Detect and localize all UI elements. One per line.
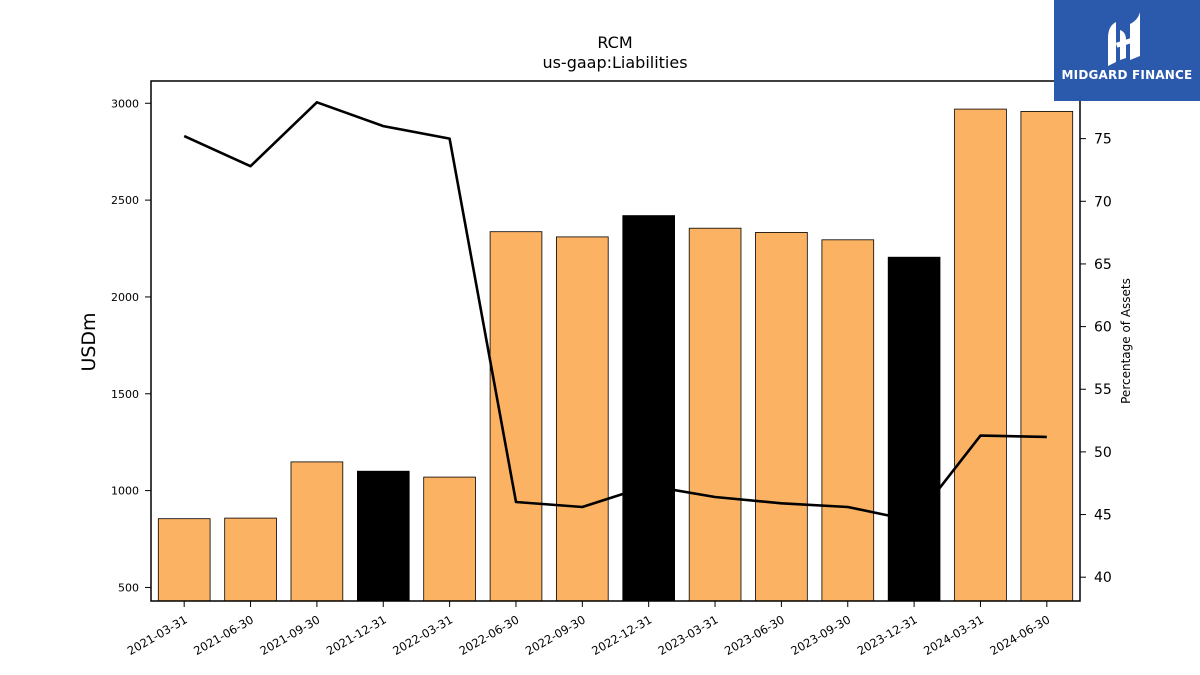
y2-tick-label: 60 — [1094, 320, 1112, 336]
x-tick-label: 2021-06-30 — [191, 612, 256, 658]
y-tick-label: 1000 — [111, 485, 139, 498]
x-tick-label: 2023-03-31 — [656, 612, 721, 658]
chart-title: RCM — [597, 33, 632, 52]
x-tick-label: 2023-06-30 — [722, 612, 787, 658]
y2-tick-label: 70 — [1094, 194, 1112, 210]
y2-axis-label: Percentage of Assets — [1119, 278, 1133, 404]
x-tick-label: 2021-09-30 — [258, 612, 323, 658]
bar-2024-03-31 — [954, 108, 1007, 602]
y-tick-label: 2000 — [111, 291, 139, 304]
bar-2022-12-31 — [622, 215, 675, 602]
x-tick-label: 2022-12-31 — [589, 612, 654, 658]
bar-2024-06-30 — [1020, 111, 1074, 602]
bar-2021-12-31 — [356, 470, 410, 602]
x-tick-label: 2024-03-31 — [921, 612, 986, 658]
bar-2022-09-30 — [556, 236, 609, 602]
y2-tick-label: 75 — [1094, 132, 1112, 148]
x-tick-label: 2024-06-30 — [987, 612, 1052, 658]
bar-2023-03-31 — [688, 227, 742, 602]
y2-tick-label: 40 — [1094, 570, 1112, 586]
y2-tick-label: 65 — [1094, 257, 1112, 273]
bar-2022-03-31 — [423, 476, 476, 602]
bar-2023-12-31 — [887, 256, 941, 602]
x-tick-label: 2022-03-31 — [390, 612, 455, 658]
bar-2021-06-30 — [224, 517, 277, 602]
y2-tick-label: 55 — [1094, 382, 1112, 398]
percentage-line — [183, 101, 1047, 523]
logo-text: MIDGARD FINANCE — [1061, 68, 1193, 82]
bar-2023-06-30 — [755, 231, 808, 602]
x-tick-label: 2022-06-30 — [457, 612, 522, 658]
bar-2021-09-30 — [290, 461, 344, 602]
y2-tick-label: 45 — [1094, 508, 1112, 524]
bar-2023-09-30 — [821, 239, 875, 602]
bar-2021-03-31 — [157, 518, 211, 602]
x-tick-label: 2021-03-31 — [125, 612, 190, 658]
x-tick-label: 2023-12-31 — [855, 612, 920, 658]
y-axis-label: USDm — [78, 312, 100, 371]
y-tick-label: 1500 — [111, 388, 139, 401]
x-tick-label: 2021-12-31 — [324, 612, 389, 658]
chart-subtitle: us-gaap:Liabilities — [542, 53, 687, 72]
midgard-finance-logo: MIDGARD FINANCE — [1054, 0, 1200, 101]
y-tick-label: 3000 — [111, 97, 139, 110]
bar-2022-06-30 — [489, 231, 543, 602]
logo-mark-icon — [1108, 12, 1140, 66]
y2-tick-label: 50 — [1094, 445, 1112, 461]
x-tick-label: 2023-09-30 — [788, 612, 853, 658]
y-tick-label: 2500 — [111, 194, 139, 207]
x-tick-label: 2022-09-30 — [523, 612, 588, 658]
y-tick-label: 500 — [118, 581, 139, 594]
plot-frame — [150, 80, 1081, 602]
